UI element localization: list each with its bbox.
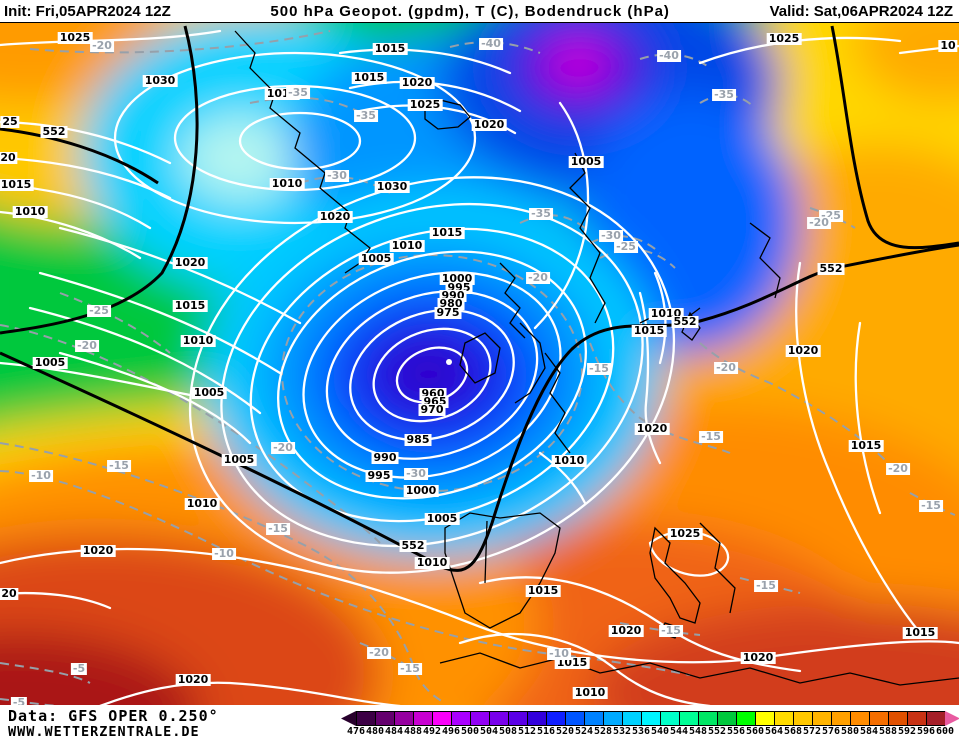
- colorbar-cell: [470, 711, 489, 726]
- colorbar-tick: 548: [688, 726, 708, 737]
- colorbar-cell: [508, 711, 527, 726]
- colorbar-cell: [603, 711, 622, 726]
- colorbar-tick: 520: [555, 726, 575, 737]
- colorbar-cell: [641, 711, 660, 726]
- colorbar-tick: 512: [517, 726, 537, 737]
- colorbar-cell: [546, 711, 565, 726]
- colorbar-tick: 532: [612, 726, 632, 737]
- colorbar-cell: [527, 711, 546, 726]
- colorbar-tick: 588: [878, 726, 898, 737]
- colorbar-cell: [451, 711, 470, 726]
- colorbar-left-arrow: [341, 711, 356, 726]
- colorbar-tick: 484: [384, 726, 404, 737]
- colorbar-cell: [375, 711, 394, 726]
- colorbar-tick: 552: [707, 726, 727, 737]
- valid-time: Valid: Sat,06APR2024 12Z: [769, 2, 953, 20]
- map-canvas: 1025 1030 1015 25 20 1015 1010 1010 1020 1015 1010…: [0, 22, 959, 709]
- colorbar-tick: 496: [441, 726, 461, 737]
- colorbar-tick: 564: [764, 726, 784, 737]
- colorbar-cell: [812, 711, 831, 726]
- footer-bar: Data: GFS OPER 0.250° WWW.WETTERZENTRALE…: [0, 705, 959, 741]
- colorbar-cell: [432, 711, 451, 726]
- colorbar-tick: 580: [840, 726, 860, 737]
- colorbar-tick: 524: [574, 726, 594, 737]
- colorbar-tick: 476: [346, 726, 366, 737]
- colorbar-cell: [926, 711, 945, 726]
- colorbar-tick: 508: [498, 726, 518, 737]
- page-title: 500 hPa Geopot. (gpdm), T (C), Bodendruc…: [270, 2, 670, 20]
- colorbar-cell: [888, 711, 907, 726]
- colorbar-tick: 596: [916, 726, 936, 737]
- data-source-text: Data: GFS OPER 0.250°: [8, 707, 219, 725]
- geopotential-colorbar: 476 480 484 488 492 496 500 504 508 512 516 520 524 5…: [341, 711, 959, 741]
- colorbar-tick: 556: [726, 726, 746, 737]
- colorbar-cell: [565, 711, 584, 726]
- colorbar-right-arrow: [945, 711, 959, 726]
- colorbar-tick: 544: [669, 726, 689, 737]
- colorbar-cell: [394, 711, 413, 726]
- colorbar-cell: [489, 711, 508, 726]
- colorbar-cells: [341, 711, 959, 726]
- init-time: Init: Fri,05APR2024 12Z: [4, 2, 171, 20]
- colorbar-tick: 560: [745, 726, 765, 737]
- colorbar-tick: 528: [593, 726, 613, 737]
- colorbar-cell: [679, 711, 698, 726]
- colorbar-cell: [774, 711, 793, 726]
- colorbar-cell: [869, 711, 888, 726]
- colorbar-tick: 592: [897, 726, 917, 737]
- colorbar-tick: 540: [650, 726, 670, 737]
- colorbar-tick: 584: [859, 726, 879, 737]
- colorbar-tick: 572: [802, 726, 822, 737]
- colorbar-cell: [698, 711, 717, 726]
- colorbar-cell: [736, 711, 755, 726]
- colorbar-tick: 488: [403, 726, 423, 737]
- colorbar-cell: [584, 711, 603, 726]
- colorbar-cell: [850, 711, 869, 726]
- colorbar-cell: [793, 711, 812, 726]
- colorbar-tick: 516: [536, 726, 556, 737]
- colorbar-cell: [755, 711, 774, 726]
- colorbar-tick: 600: [935, 726, 955, 737]
- colorbar-cell: [907, 711, 926, 726]
- colorbar-tick: 504: [479, 726, 499, 737]
- colorbar-cell: [717, 711, 736, 726]
- colorbar-cell: [622, 711, 641, 726]
- colorbar-cell: [356, 711, 375, 726]
- colorbar-cell: [413, 711, 432, 726]
- colorbar-cell: [831, 711, 850, 726]
- isobar-contours: [0, 29, 959, 706]
- colorbar-tick: 492: [422, 726, 442, 737]
- colorbar-tick: 480: [365, 726, 385, 737]
- colorbar-tick: 536: [631, 726, 651, 737]
- colorbar-tick: 568: [783, 726, 803, 737]
- temperature-field: [0, 23, 959, 706]
- map-field-svg: [0, 23, 959, 706]
- title-bar: Init: Fri,05APR2024 12Z 500 hPa Geopot. …: [0, 0, 959, 22]
- colorbar-tick: 576: [821, 726, 841, 737]
- website-text: WWW.WETTERZENTRALE.DE: [8, 724, 200, 740]
- colorbar-ticks: 476 480 484 488 492 496 500 504 508 512 516 520 524 5…: [341, 726, 958, 740]
- low-center-dot: [446, 359, 452, 365]
- colorbar-cell: [660, 711, 679, 726]
- colorbar-tick: 500: [460, 726, 480, 737]
